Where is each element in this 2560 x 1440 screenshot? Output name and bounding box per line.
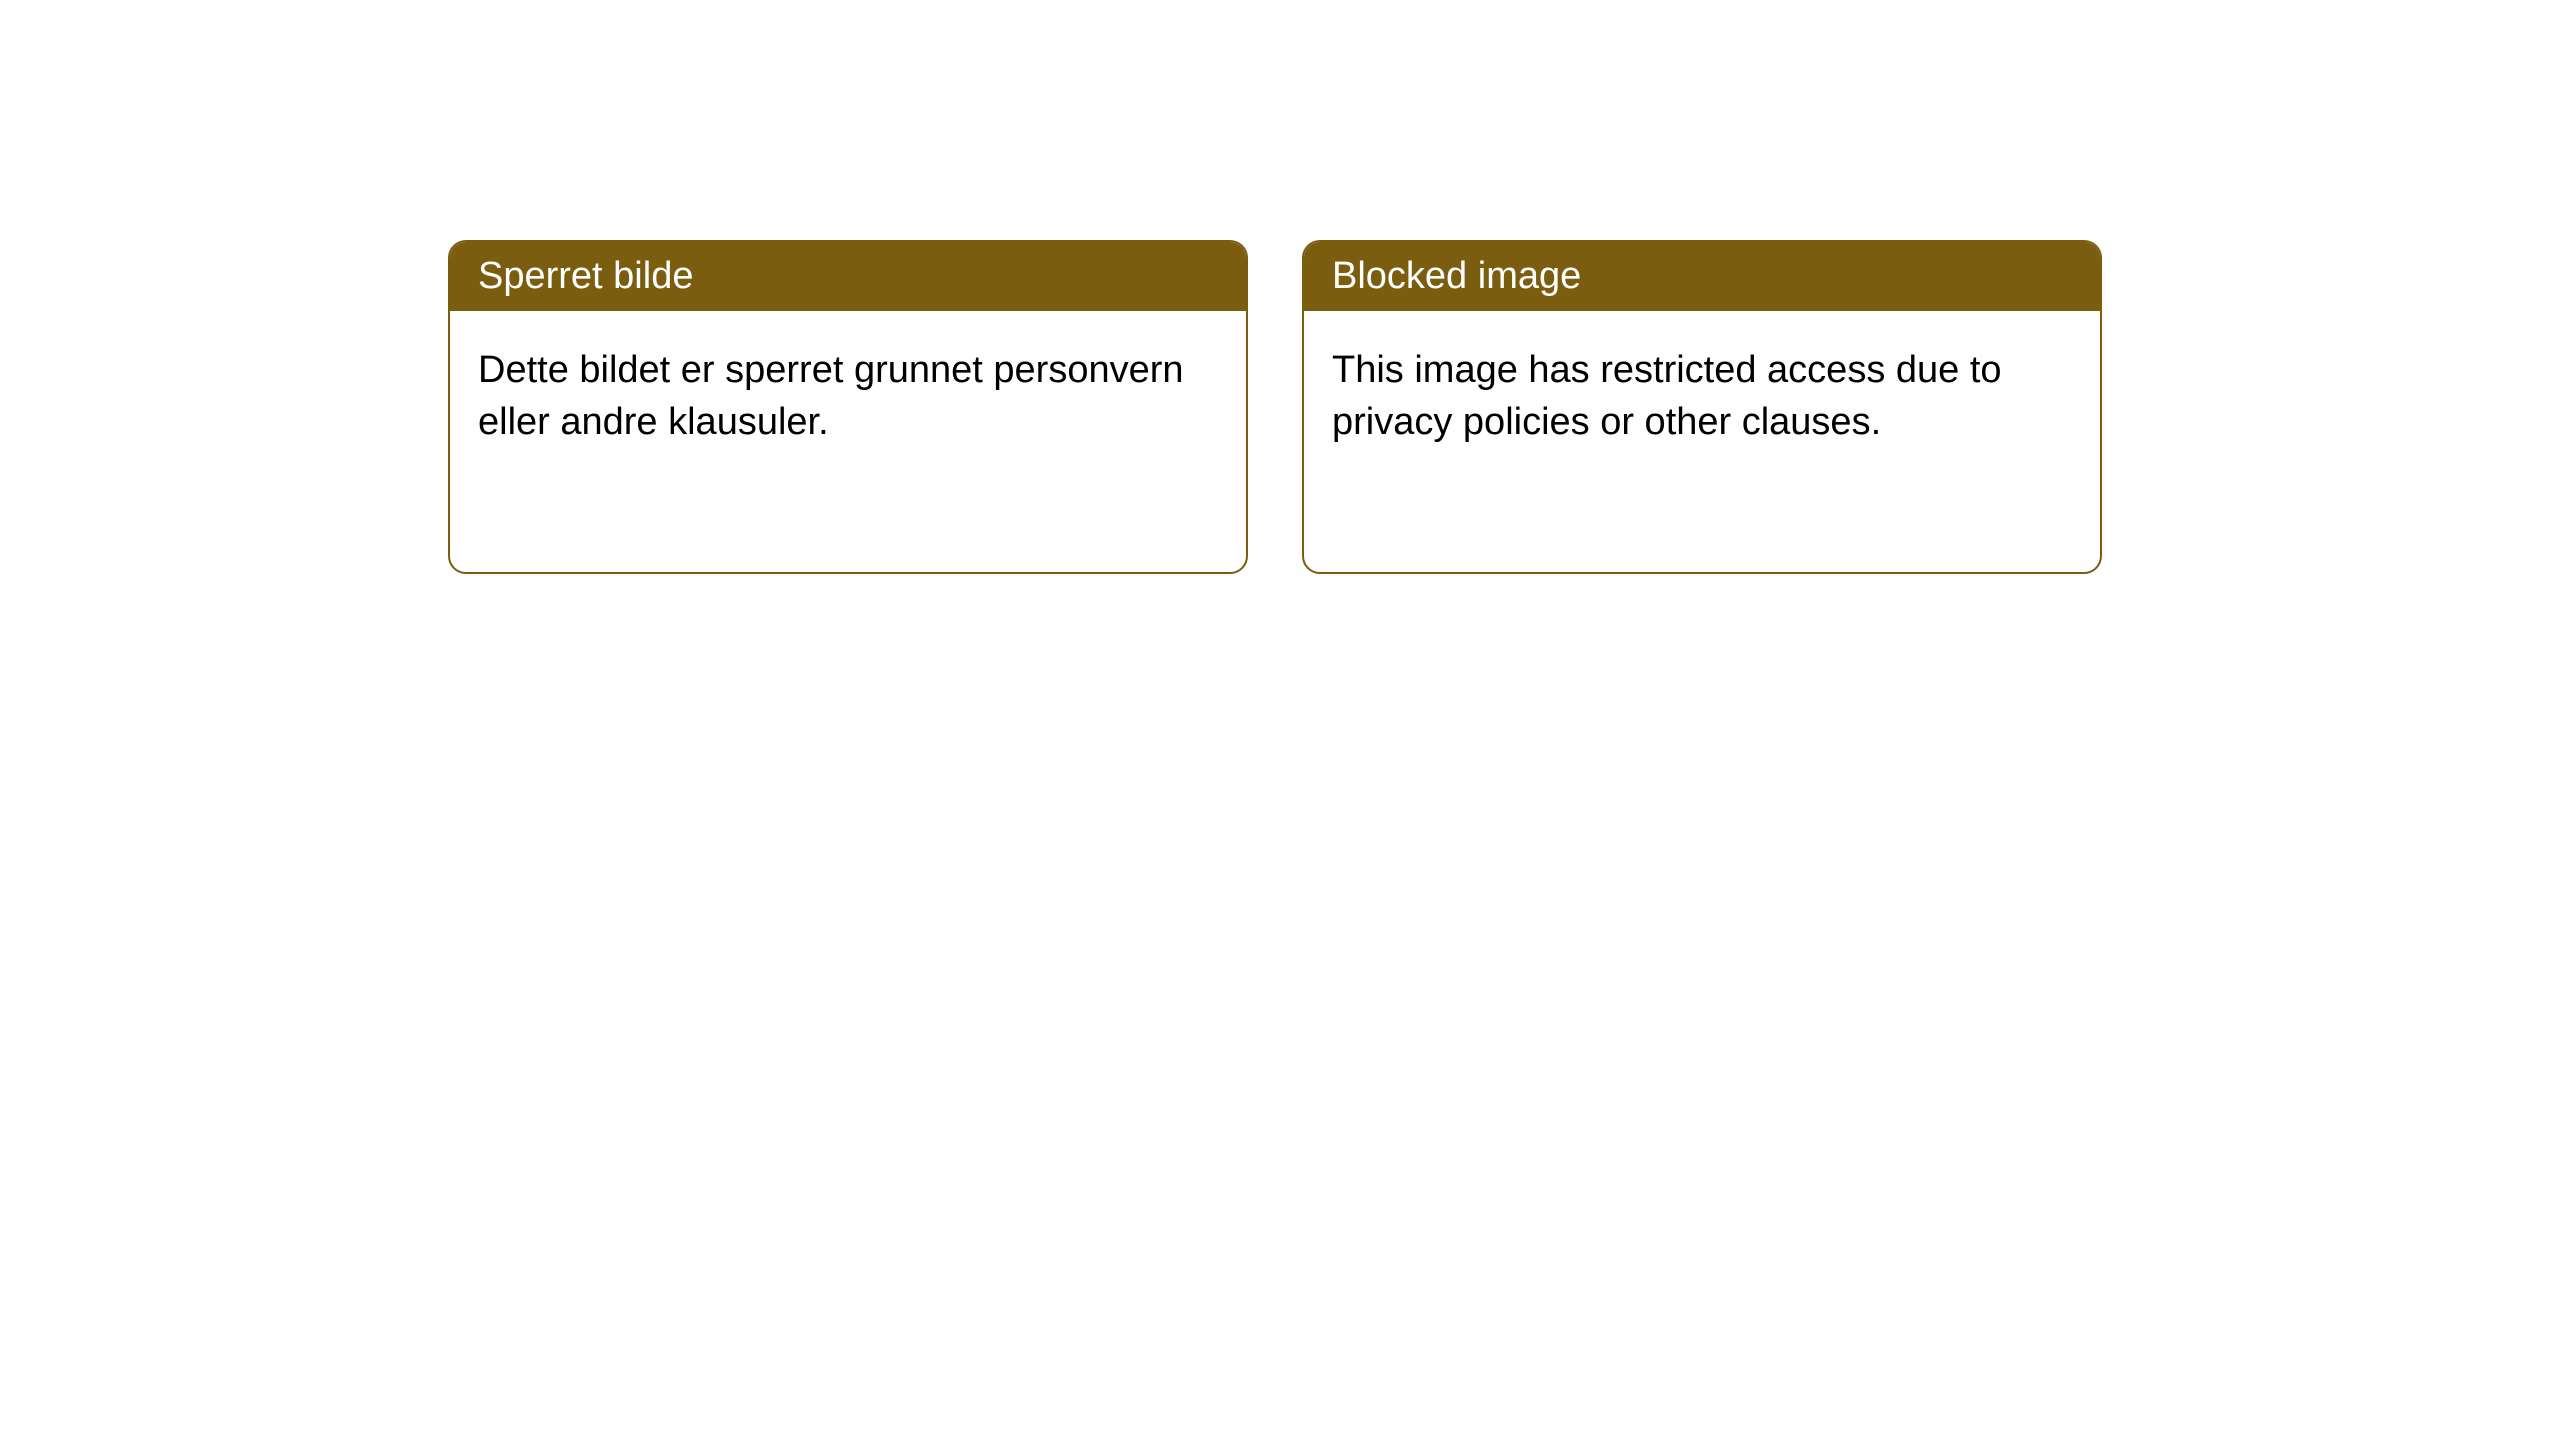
notice-container: Sperret bilde Dette bildet er sperret gr…: [0, 0, 2560, 574]
notice-card-norwegian: Sperret bilde Dette bildet er sperret gr…: [448, 240, 1248, 574]
notice-card-english: Blocked image This image has restricted …: [1302, 240, 2102, 574]
notice-header: Blocked image: [1304, 242, 2100, 311]
notice-body: This image has restricted access due to …: [1304, 311, 2100, 482]
notice-body: Dette bildet er sperret grunnet personve…: [450, 311, 1246, 482]
notice-header: Sperret bilde: [450, 242, 1246, 311]
